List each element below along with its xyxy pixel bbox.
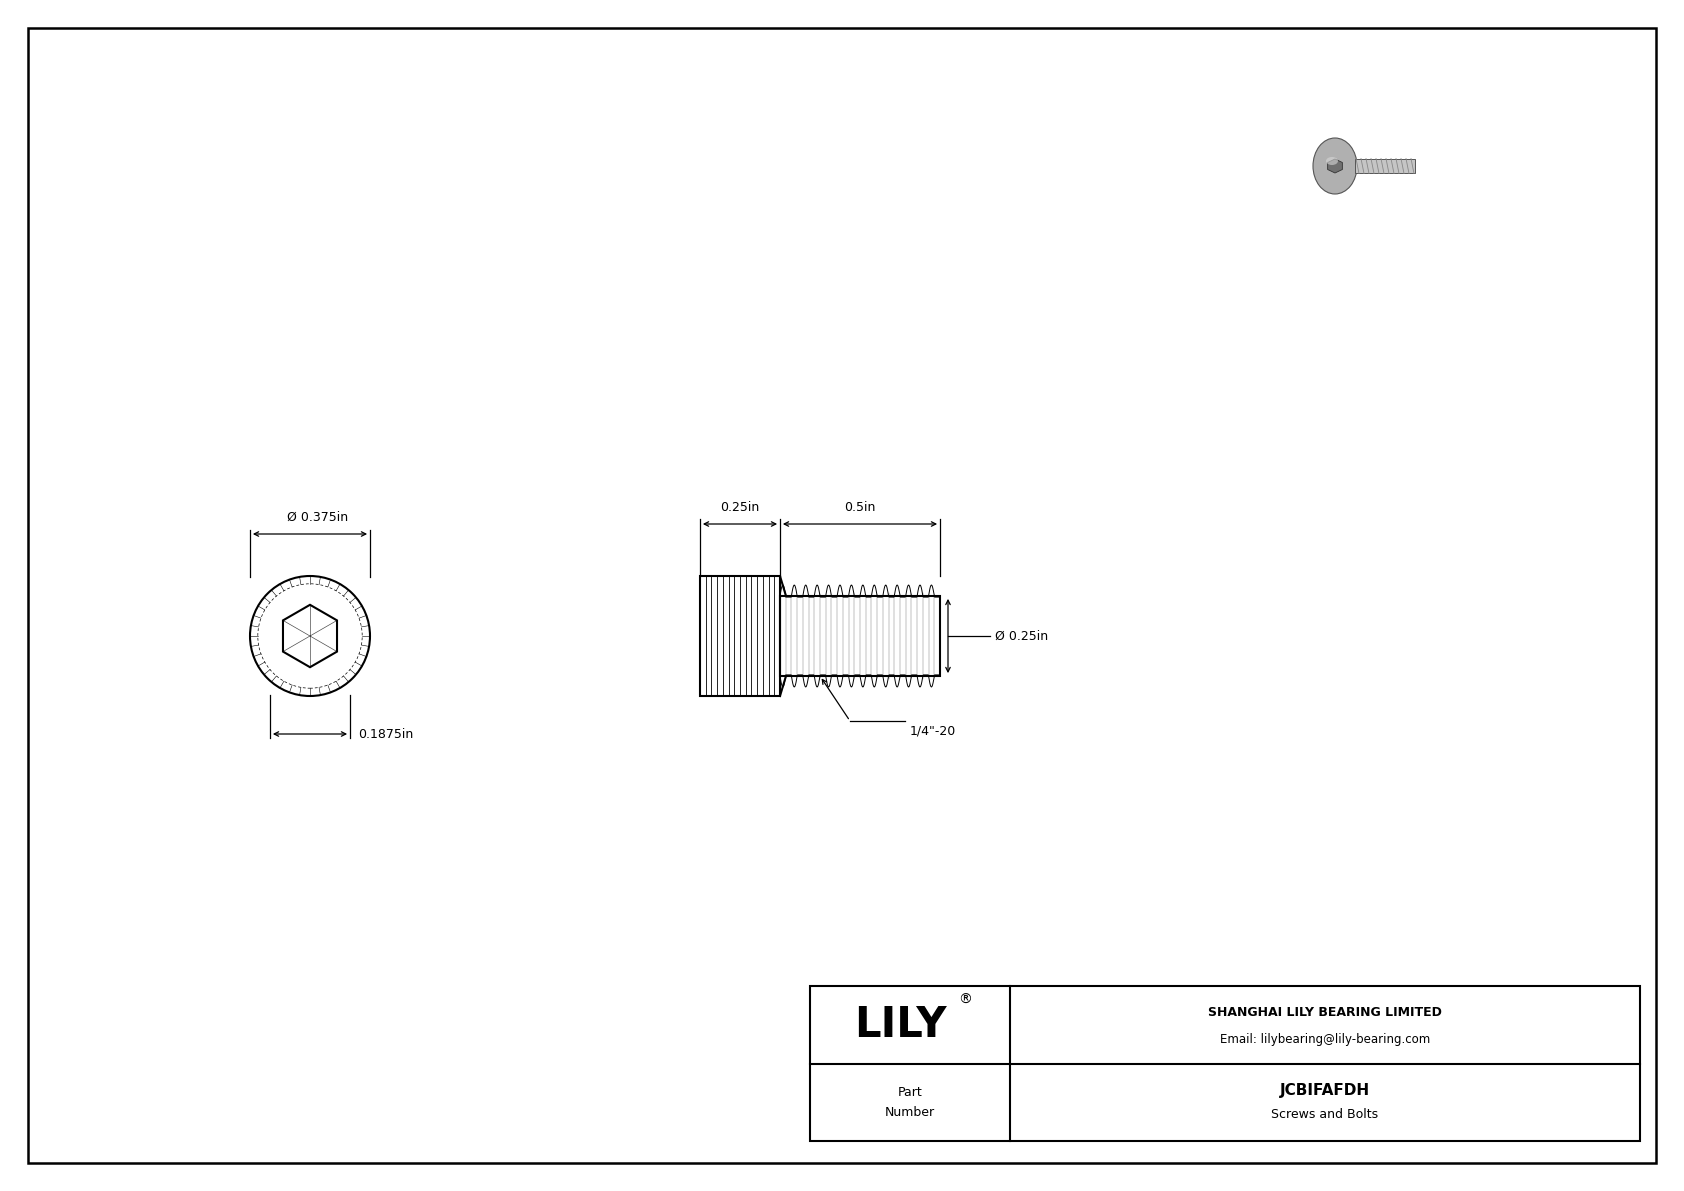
Text: Part: Part — [898, 1086, 923, 1099]
Text: ®: ® — [958, 993, 972, 1006]
Text: Screws and Bolts: Screws and Bolts — [1271, 1108, 1379, 1121]
Text: Email: lilybearing@lily-bearing.com: Email: lilybearing@lily-bearing.com — [1219, 1034, 1430, 1046]
Text: Ø 0.25in: Ø 0.25in — [995, 630, 1047, 642]
Text: 0.5in: 0.5in — [844, 501, 876, 515]
Text: Ø 0.375in: Ø 0.375in — [288, 511, 349, 524]
Polygon shape — [1356, 158, 1415, 174]
Polygon shape — [1327, 160, 1342, 173]
Text: 0.1875in: 0.1875in — [359, 728, 413, 741]
Ellipse shape — [1314, 138, 1357, 194]
Ellipse shape — [1325, 157, 1339, 166]
Text: SHANGHAI LILY BEARING LIMITED: SHANGHAI LILY BEARING LIMITED — [1207, 1006, 1442, 1019]
Text: Number: Number — [884, 1105, 935, 1118]
Text: JCBIFAFDH: JCBIFAFDH — [1280, 1083, 1371, 1098]
Text: LILY: LILY — [854, 1004, 946, 1046]
Text: 1/4"-20: 1/4"-20 — [909, 724, 957, 737]
Text: 0.25in: 0.25in — [721, 501, 759, 515]
